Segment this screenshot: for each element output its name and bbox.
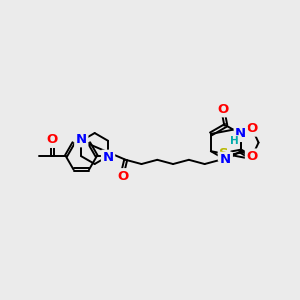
Text: N: N (103, 151, 114, 164)
Text: S: S (219, 147, 229, 160)
Text: H: H (230, 136, 239, 146)
Text: O: O (246, 150, 258, 163)
Text: N: N (235, 128, 246, 140)
Text: O: O (218, 103, 229, 116)
Text: N: N (76, 133, 87, 146)
Text: O: O (117, 170, 128, 183)
Text: O: O (246, 122, 258, 135)
Text: N: N (220, 153, 231, 166)
Text: O: O (47, 134, 58, 146)
